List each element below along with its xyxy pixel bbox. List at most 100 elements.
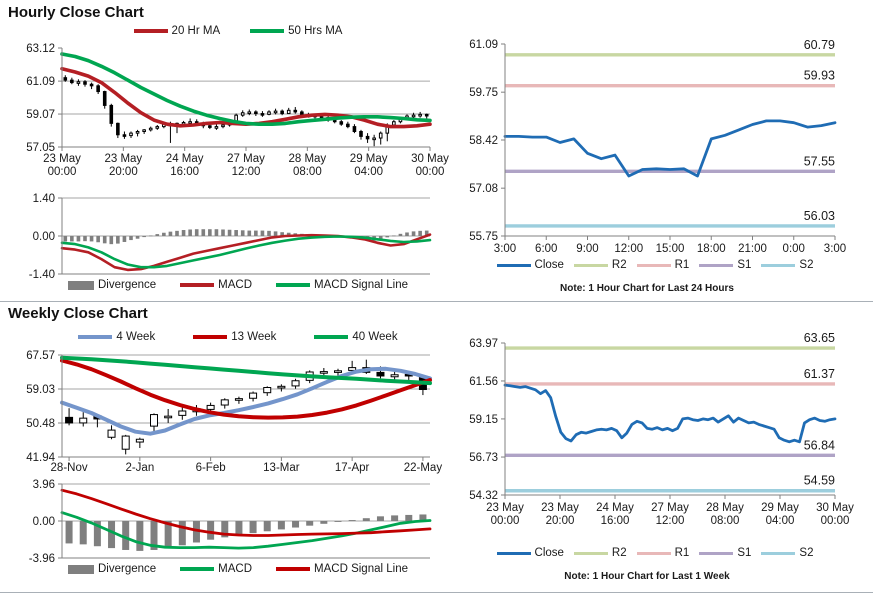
svg-text:23 May: 23 May <box>104 153 142 165</box>
legend-label: 40 Week <box>352 331 398 343</box>
hourly-pivot-legend: Close R2 R1 S1 S2 <box>457 259 853 271</box>
legend-item: MACD Signal Line <box>276 279 408 291</box>
svg-text:13-Mar: 13-Mar <box>263 462 300 474</box>
svg-text:04:00: 04:00 <box>354 166 383 178</box>
line-swatch-icon <box>250 29 285 33</box>
svg-text:50.48: 50.48 <box>26 418 55 430</box>
legend-item: S2 <box>761 259 813 271</box>
svg-text:41.94: 41.94 <box>26 452 55 464</box>
svg-text:1.40: 1.40 <box>33 193 55 205</box>
svg-text:57.08: 57.08 <box>469 183 498 195</box>
legend-label: S1 <box>737 259 752 271</box>
divergence-swatch-icon <box>67 280 94 290</box>
svg-text:04:00: 04:00 <box>766 515 795 527</box>
svg-text:58.42: 58.42 <box>469 135 498 147</box>
svg-text:59.93: 59.93 <box>804 69 835 83</box>
legend-label: 50 Hrs MA <box>288 25 343 37</box>
line-swatch-icon <box>496 263 531 267</box>
svg-text:15:00: 15:00 <box>656 243 685 255</box>
legend-item: R2 <box>573 259 627 271</box>
legend-label: Divergence <box>97 563 157 575</box>
svg-text:6-Feb: 6-Feb <box>196 462 226 474</box>
svg-text:3:00: 3:00 <box>824 243 846 255</box>
svg-text:59.75: 59.75 <box>469 87 498 99</box>
svg-text:-3.96: -3.96 <box>29 553 55 565</box>
legend-label: 13 Week <box>231 331 277 343</box>
legend-item: MACD Signal Line <box>276 563 408 575</box>
hourly-pivot-note: Note: 1 Hour Chart for Last 24 Hours <box>560 283 734 294</box>
svg-text:56.03: 56.03 <box>804 209 835 223</box>
hourly-price-legend: 20 Hr MA 50 Hrs MA <box>40 25 436 37</box>
svg-text:16:00: 16:00 <box>170 166 199 178</box>
line-swatch-icon <box>314 335 349 339</box>
svg-text:63.97: 63.97 <box>469 338 498 350</box>
divergence-swatch-icon <box>67 564 94 574</box>
legend-label: R1 <box>674 547 690 559</box>
legend-label: MACD <box>218 563 253 575</box>
svg-text:54.59: 54.59 <box>804 474 835 488</box>
svg-text:3:00: 3:00 <box>494 243 516 255</box>
svg-text:0.00: 0.00 <box>33 516 55 528</box>
legend-label: MACD <box>218 279 253 291</box>
line-swatch-icon <box>180 283 215 287</box>
legend-item: S1 <box>699 259 751 271</box>
svg-text:55.75: 55.75 <box>469 231 498 243</box>
svg-text:16:00: 16:00 <box>601 515 630 527</box>
legend-item: R2 <box>573 547 627 559</box>
svg-text:61.09: 61.09 <box>26 76 55 88</box>
svg-text:22-May: 22-May <box>404 462 443 474</box>
legend-label: Close <box>534 547 564 559</box>
line-swatch-icon <box>276 283 311 287</box>
line-swatch-icon <box>193 335 228 339</box>
svg-text:59.03: 59.03 <box>26 384 55 396</box>
line-swatch-icon <box>573 263 608 267</box>
svg-text:54.32: 54.32 <box>469 490 498 502</box>
legend-item: R1 <box>636 547 690 559</box>
line-swatch-icon <box>496 551 531 555</box>
svg-text:12:00: 12:00 <box>232 166 261 178</box>
svg-text:29 May: 29 May <box>761 502 799 514</box>
svg-text:61.37: 61.37 <box>804 367 835 381</box>
svg-text:24 May: 24 May <box>596 502 634 514</box>
svg-text:0:00: 0:00 <box>783 243 805 255</box>
line-swatch-icon <box>276 567 311 571</box>
svg-text:67.57: 67.57 <box>26 350 55 362</box>
legend-item: Divergence <box>67 563 157 575</box>
svg-text:21:00: 21:00 <box>738 243 767 255</box>
weekly-macd-legend: Divergence MACD MACD Signal Line <box>40 563 436 575</box>
legend-label: R1 <box>674 259 690 271</box>
legend-item: S1 <box>699 547 751 559</box>
line-swatch-icon <box>761 263 796 267</box>
svg-text:0.00: 0.00 <box>33 231 55 243</box>
legend-item: 50 Hrs MA <box>250 25 342 37</box>
hourly-macd-chart: 1.40 0.00 -1.40 <box>29 193 432 281</box>
svg-text:28 May: 28 May <box>288 153 326 165</box>
svg-text:23 May: 23 May <box>486 502 524 514</box>
line-swatch-icon <box>699 263 734 267</box>
legend-item: MACD <box>180 563 252 575</box>
weekly-pivot-legend: Close R2 R1 S1 S2 <box>457 547 853 559</box>
legend-item: Divergence <box>67 279 157 291</box>
svg-text:-1.40: -1.40 <box>29 269 55 281</box>
svg-text:61.56: 61.56 <box>469 376 498 388</box>
hourly-section-title: Hourly Close Chart <box>8 4 144 21</box>
section-divider <box>0 301 873 302</box>
line-swatch-icon <box>180 567 215 571</box>
svg-text:27 May: 27 May <box>651 502 689 514</box>
svg-text:9:00: 9:00 <box>576 243 598 255</box>
svg-text:63.65: 63.65 <box>804 331 835 345</box>
svg-text:56.84: 56.84 <box>804 438 835 452</box>
svg-text:12:00: 12:00 <box>614 243 643 255</box>
legend-label: Divergence <box>97 279 157 291</box>
line-swatch-icon <box>78 335 113 339</box>
legend-item: Close <box>496 259 564 271</box>
svg-text:63.12: 63.12 <box>26 43 55 55</box>
weekly-pivot-chart: 63.97 61.56 59.15 56.73 54.32 63.65 61.37 56.84… <box>469 331 854 527</box>
legend-item: R1 <box>636 259 690 271</box>
legend-label: MACD Signal Line <box>314 279 408 291</box>
svg-text:59.07: 59.07 <box>26 109 55 121</box>
legend-item: 4 Week <box>78 331 155 343</box>
line-swatch-icon <box>699 551 734 555</box>
